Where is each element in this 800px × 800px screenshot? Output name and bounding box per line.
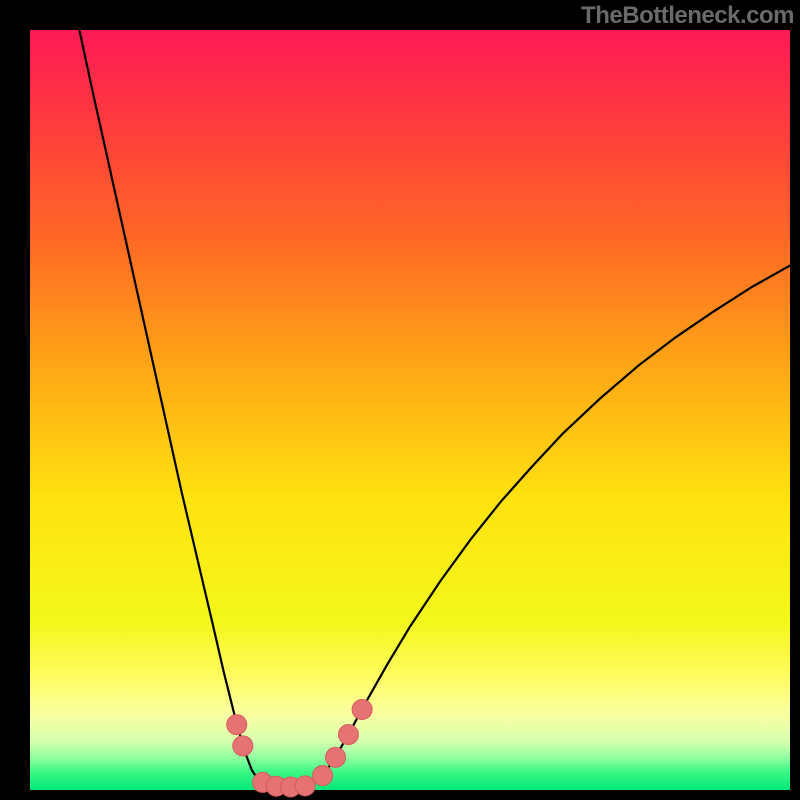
watermark-text: TheBottleneck.com — [581, 2, 794, 30]
bottleneck-chart — [0, 0, 800, 800]
chart-container: TheBottleneck.com — [0, 0, 800, 800]
marker-point — [352, 699, 372, 719]
marker-point — [295, 776, 315, 796]
marker-point — [227, 715, 247, 735]
marker-point — [313, 766, 333, 786]
plot-background — [30, 30, 790, 790]
marker-point — [326, 747, 346, 767]
marker-point — [233, 736, 253, 756]
marker-point — [338, 725, 358, 745]
